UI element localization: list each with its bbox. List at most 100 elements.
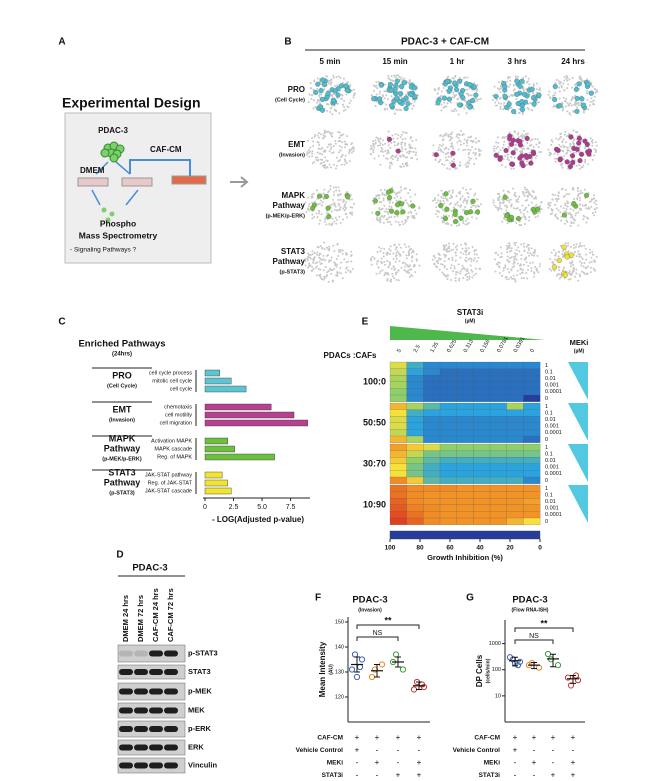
node [469, 157, 472, 160]
node [595, 207, 598, 210]
node [344, 206, 347, 209]
node [321, 204, 324, 207]
node [317, 159, 320, 162]
node [476, 88, 479, 91]
node [578, 134, 581, 137]
node [446, 274, 449, 277]
node [553, 269, 556, 272]
node [564, 130, 567, 133]
cell [523, 484, 541, 492]
node [306, 259, 309, 262]
node [317, 99, 320, 102]
hit-node [514, 78, 520, 84]
node [462, 220, 465, 223]
cell [523, 476, 541, 484]
node [524, 208, 527, 211]
cell [489, 388, 507, 396]
node [567, 250, 570, 253]
hit-node [343, 83, 349, 89]
lane-label: CAF-CM 24 hrs [151, 588, 160, 642]
node [478, 153, 481, 156]
node [410, 146, 413, 149]
node [337, 140, 340, 143]
time-label: 24 hrs [561, 57, 585, 66]
node [507, 196, 510, 199]
node [395, 199, 398, 202]
node [593, 259, 596, 262]
node [446, 102, 449, 105]
node [339, 221, 342, 224]
node [344, 160, 347, 163]
node [465, 140, 468, 143]
node [320, 277, 323, 280]
node [514, 194, 517, 197]
node [443, 266, 446, 269]
node [449, 133, 452, 136]
cell [439, 498, 457, 506]
node [499, 90, 502, 93]
node [325, 166, 328, 169]
condition-sign: - [376, 771, 379, 780]
hit-node [582, 138, 588, 144]
cell [456, 450, 474, 458]
hit-node [457, 102, 463, 108]
node [590, 199, 593, 202]
node [439, 134, 442, 137]
node [311, 150, 314, 153]
node [502, 189, 505, 192]
node [377, 266, 380, 269]
node [568, 212, 571, 215]
node [500, 164, 503, 167]
hit-node [400, 209, 406, 215]
condition-sign: + [355, 746, 360, 755]
node [525, 163, 528, 166]
node [554, 213, 557, 216]
cell [389, 394, 407, 402]
cell [406, 375, 424, 383]
node [401, 162, 404, 165]
hit-node [394, 78, 400, 84]
label: CAF-CM [150, 145, 182, 154]
node [499, 107, 502, 110]
panel-label: F [315, 593, 321, 604]
node [390, 205, 393, 208]
node [470, 139, 473, 142]
node [316, 134, 319, 137]
hit-node [320, 77, 326, 83]
node [454, 259, 457, 262]
hit-node [441, 95, 447, 101]
cell [439, 381, 457, 389]
node [518, 250, 521, 253]
cell [423, 511, 441, 519]
node [566, 110, 569, 113]
hit-node [564, 159, 570, 165]
cell [489, 375, 507, 383]
node [560, 164, 563, 167]
node [325, 75, 328, 78]
node [406, 270, 409, 273]
cell [456, 476, 474, 484]
bracket [514, 627, 574, 632]
cell [406, 498, 424, 506]
node [532, 91, 535, 94]
panel-label: E [362, 317, 369, 328]
node [457, 263, 460, 266]
node [572, 188, 575, 191]
hit-node [325, 205, 331, 211]
group-label: Pathway [104, 477, 141, 487]
node [323, 218, 326, 221]
node [380, 257, 383, 260]
node [311, 136, 314, 139]
row-label: 0.001 [545, 424, 559, 430]
node [353, 92, 356, 95]
hit-node [467, 104, 473, 110]
node [588, 79, 591, 82]
node [594, 149, 597, 152]
node [405, 93, 408, 96]
node [329, 83, 332, 86]
node [530, 195, 533, 198]
node [554, 91, 557, 94]
node [329, 81, 332, 84]
node [404, 131, 407, 134]
node [522, 245, 525, 248]
